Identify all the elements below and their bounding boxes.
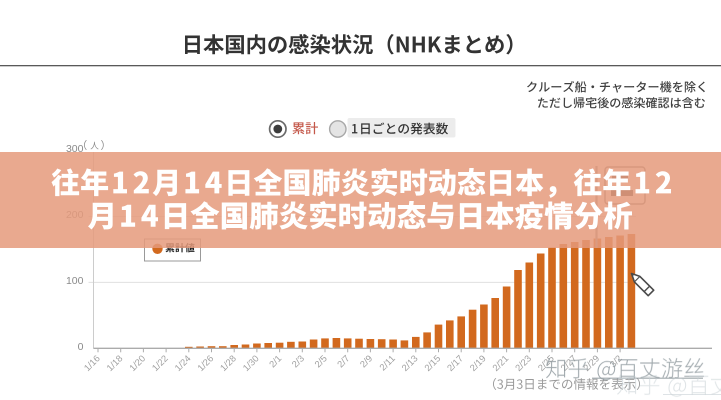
svg-text:0: 0 bbox=[78, 341, 84, 353]
svg-text:100: 100 bbox=[66, 275, 84, 287]
svg-text:300: 300 bbox=[66, 143, 84, 155]
